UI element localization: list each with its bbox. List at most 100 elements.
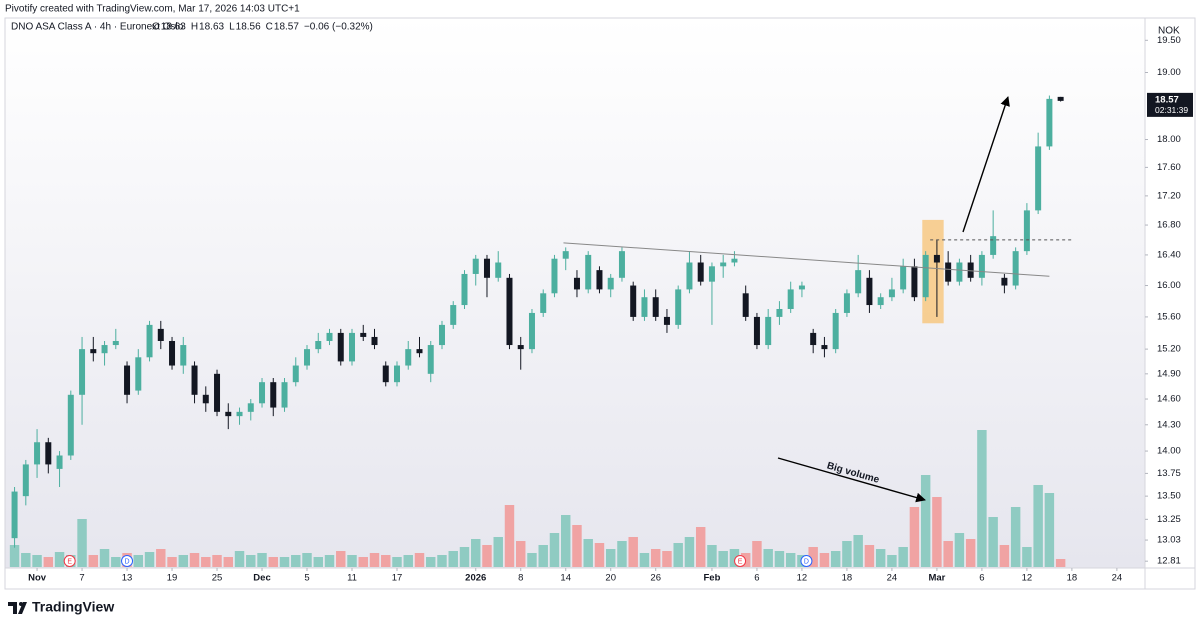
candle-body (956, 262, 963, 282)
x-tick-label: 6 (754, 573, 759, 584)
x-tick-label: 25 (212, 573, 223, 584)
candle-body (675, 289, 682, 325)
volume-bar (673, 543, 683, 567)
candle-body (472, 258, 479, 274)
volume-bar (763, 549, 773, 567)
candle-body (22, 464, 29, 497)
candle-body (1035, 146, 1042, 211)
y-tick-label: 17.60 (1157, 162, 1181, 173)
event-label: D (804, 558, 809, 565)
x-tick-label: 11 (347, 573, 357, 584)
breakout-arrow (962, 96, 1010, 233)
candle-body (1057, 96, 1064, 101)
candle-body (528, 312, 535, 350)
volume-bar (144, 552, 155, 567)
candle-body (157, 328, 164, 341)
candle-body (382, 365, 389, 383)
volume-bar (650, 549, 661, 567)
candle-body (573, 277, 580, 290)
legend-key: L (229, 22, 235, 33)
volume-bar (909, 507, 920, 567)
candle-body (877, 297, 884, 306)
candle-body (135, 357, 142, 391)
candle-body (540, 293, 547, 313)
x-tick-label: Mar (928, 573, 945, 584)
volume-bar (695, 527, 706, 567)
event-badge (800, 555, 813, 567)
volume-bar (43, 557, 54, 567)
volume-bar (426, 557, 436, 567)
candle-body (708, 266, 715, 282)
event-marker: E (63, 555, 76, 567)
candle-body (315, 340, 322, 350)
y-tick-label: 14.30 (1157, 419, 1181, 430)
candle-body (416, 349, 423, 354)
volume-bar (369, 553, 380, 567)
y-tick-label: 17.20 (1157, 190, 1181, 201)
candle-body (922, 254, 929, 298)
candle-body (56, 455, 63, 469)
legend-change: −0.06 (−0.32%) (304, 22, 373, 33)
candle-body (495, 262, 502, 278)
x-tick-label: 7 (79, 573, 84, 584)
volume-bar (336, 551, 346, 567)
candle-body (90, 349, 97, 354)
candle-body (787, 289, 794, 309)
volume-bar (459, 547, 470, 567)
candle-body (945, 262, 952, 282)
volume-bar (549, 533, 560, 567)
event-marker: D (800, 555, 813, 567)
volume-bar (167, 557, 177, 567)
x-tick-label: 24 (1112, 573, 1123, 584)
y-tick-label: 13.25 (1157, 514, 1181, 525)
volume-bar (99, 549, 110, 567)
volume-arrow (777, 457, 926, 503)
candle-body (337, 332, 344, 362)
candle-body (933, 254, 940, 263)
x-tick-label: 5 (304, 573, 309, 584)
candle-body (1023, 210, 1030, 252)
volume-bar (268, 557, 278, 567)
candle-body (225, 411, 232, 417)
event-badge (734, 555, 747, 567)
volume-bar (864, 545, 875, 567)
candle-body (517, 345, 524, 350)
volume-bar (527, 553, 537, 567)
volume-bar (628, 537, 638, 567)
x-tick-label: 19 (167, 573, 178, 584)
volume-bar (842, 541, 852, 567)
legend-value: 18.63 (199, 22, 224, 33)
y-tick-label: 13.50 (1157, 491, 1181, 502)
volume-bar (201, 557, 211, 567)
y-tick-label: 12.81 (1157, 556, 1181, 567)
volume-bar (752, 541, 762, 567)
candle-body (663, 316, 670, 325)
candle-body (618, 251, 625, 278)
frame (4, 17, 1196, 590)
candle-body (596, 270, 603, 290)
volume-bar (1033, 485, 1043, 567)
candle-body (765, 316, 772, 346)
volume-bar (785, 553, 796, 567)
y-tick-label: 18.00 (1157, 134, 1181, 145)
volume-bar (932, 497, 942, 567)
volume-bar (257, 553, 267, 567)
x-tick-label: Nov (28, 573, 47, 584)
candle-body (112, 340, 119, 346)
candle-body (641, 297, 648, 317)
event-marker: E (734, 555, 747, 567)
candle-body (270, 382, 277, 408)
legend-key: O (152, 22, 160, 33)
candle-body (697, 262, 704, 282)
volume-bar (977, 430, 987, 567)
y-tick-label: 15.20 (1157, 344, 1181, 355)
candle-body (551, 258, 558, 294)
event-label: E (738, 558, 743, 565)
candle-body (821, 345, 828, 350)
candle-body (483, 258, 490, 278)
ohlc-legend: O 18.63 H 18.63 L 18.56 C 18.57 −0.06 (−0.32%) (152, 22, 373, 33)
candle-body (326, 332, 333, 341)
volume-bar (403, 555, 413, 567)
